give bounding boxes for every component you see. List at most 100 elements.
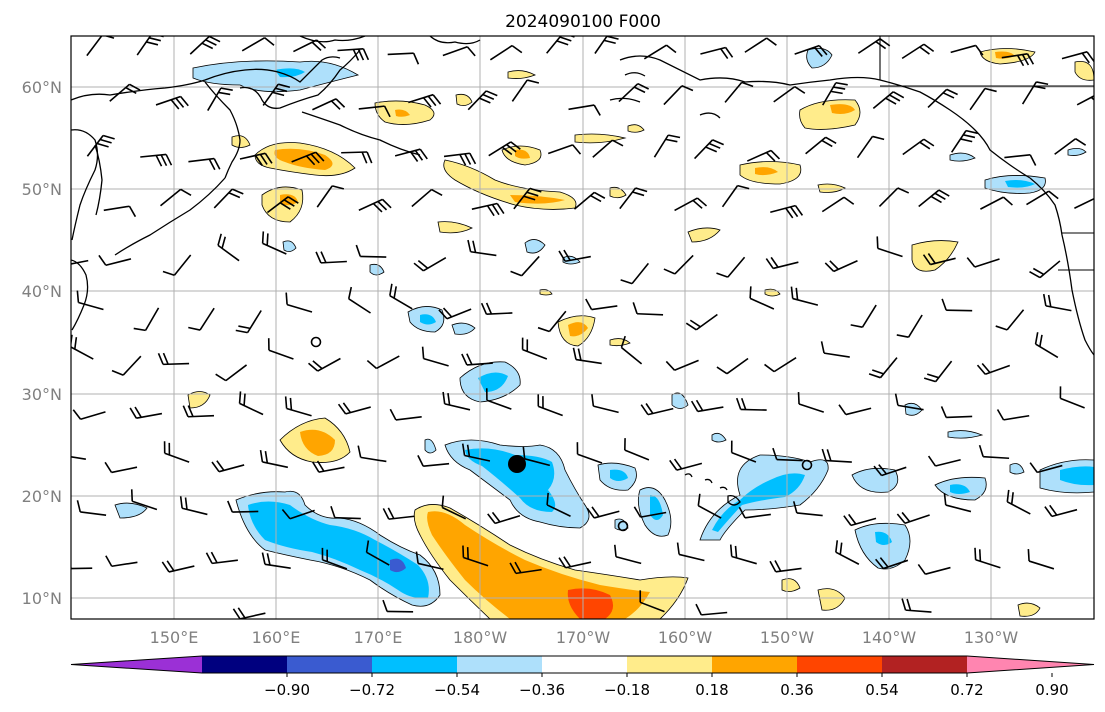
- track-markers: [310, 336, 813, 532]
- wind-barb: [155, 95, 189, 110]
- wind-barb: [558, 249, 591, 263]
- wind-barb: [894, 393, 924, 411]
- wind-barb: [1001, 53, 1035, 67]
- wind-barb: [513, 187, 542, 210]
- wind-barb: [130, 489, 158, 511]
- wind-barb: [978, 444, 1010, 460]
- wind-barb: [721, 184, 750, 208]
- shade-neg-mid-1: [524, 239, 546, 254]
- wind-barb: [1042, 293, 1072, 312]
- colorbar-extend-low: [71, 656, 202, 673]
- wind-barb: [878, 187, 910, 208]
- wind-barb: [969, 87, 997, 111]
- wind-barb: [1027, 549, 1055, 570]
- wind-barb: [281, 508, 315, 520]
- colorbar-tick-label: 0.72: [950, 681, 983, 699]
- wind-barb: [674, 197, 708, 212]
- colorbar-segment: [287, 656, 373, 673]
- wind-barb: [337, 402, 371, 415]
- shade-pos-o-core: [300, 429, 335, 456]
- coast-asia-north: [71, 56, 341, 101]
- wind-barb: [772, 447, 803, 462]
- lat-label-50n: 50°N: [22, 180, 62, 199]
- wind-barb: [129, 406, 163, 419]
- wind-barb: [285, 292, 313, 313]
- wind-barb: [1061, 51, 1094, 64]
- wind-barb: [665, 359, 699, 371]
- wind-barb: [86, 134, 115, 157]
- shade-neg-far-east-core: [1060, 466, 1094, 486]
- wind-barb: [509, 561, 542, 575]
- wind-barb: [585, 298, 618, 311]
- shade-neg-gulf: [949, 152, 976, 162]
- wind-barb: [293, 39, 327, 53]
- shade-neg-sw-darkest: [390, 558, 406, 573]
- wind-barb: [765, 256, 799, 270]
- wind-barb: [902, 138, 935, 156]
- wind-barb: [311, 460, 345, 473]
- wind-barb: [443, 152, 477, 166]
- wind-barb: [868, 357, 898, 379]
- shade-neg-se-core: [875, 531, 892, 545]
- wind-barb: [337, 48, 370, 61]
- wind-barb: [653, 134, 681, 158]
- lon-label-180w: 180°W: [453, 628, 508, 647]
- wind-barb: [462, 545, 489, 567]
- wind-barb: [461, 353, 493, 366]
- wind-barb: [918, 189, 950, 208]
- political-boundaries: [879, 36, 1094, 271]
- colorbar-outline: [70, 655, 1095, 674]
- coast-hawaii: [684, 473, 741, 506]
- wind-barb: [291, 151, 325, 166]
- shade-neg-aleutian-core: [275, 68, 305, 78]
- wind-barb: [438, 307, 472, 320]
- wind-barb: [738, 506, 771, 519]
- wind-barb: [624, 438, 650, 461]
- wind-barb: [950, 44, 984, 56]
- wind-barb: [188, 157, 221, 171]
- lat-label-60n: 60°N: [22, 78, 62, 97]
- wind-barb: [157, 352, 190, 366]
- wind-barb: [729, 544, 757, 565]
- wind-barb: [413, 257, 447, 272]
- wind-barb: [693, 139, 724, 160]
- wind-barb: [700, 46, 734, 60]
- wind-barb: [632, 302, 664, 316]
- coast-alaska-north: [299, 36, 366, 43]
- wind-barb: [471, 202, 505, 217]
- coast-japan: [71, 259, 89, 331]
- wind-barb: [421, 346, 449, 367]
- wind-barb: [489, 44, 523, 61]
- wind-barb: [896, 314, 923, 338]
- wind-barb: [790, 286, 819, 306]
- wind-barb: [341, 151, 373, 164]
- wind-barb: [161, 560, 195, 573]
- lon-label-160e: 160°E: [252, 628, 301, 647]
- shade-neg-sw-core: [248, 501, 429, 599]
- shade-pos-f-core: [755, 167, 778, 176]
- shade-pos-se-3: [1017, 602, 1041, 617]
- wind-barb: [873, 464, 907, 477]
- wind-barb: [716, 357, 749, 375]
- shade-neg-425n-core: [610, 469, 628, 481]
- shade-pos-small-e: [609, 338, 631, 347]
- coast-kamchatka: [204, 81, 241, 179]
- graticule: [71, 36, 1094, 619]
- colorbar-segment: [797, 656, 883, 673]
- wind-barb: [1026, 190, 1059, 206]
- shade-neg-35n-core: [420, 314, 436, 325]
- wind-barb: [822, 81, 848, 106]
- shade-neg-se-3-core: [950, 484, 970, 494]
- shade-neg-small-d: [711, 432, 727, 443]
- wind-barb: [188, 307, 215, 331]
- shade-neg-small-a: [947, 430, 984, 439]
- wind-barb: [415, 551, 444, 571]
- wind-barb: [917, 563, 951, 575]
- colorbar-tick-label: 0.18: [695, 681, 728, 699]
- wind-barb: [365, 540, 390, 566]
- coastlines: [71, 36, 1094, 506]
- shade-pos-i: [911, 240, 959, 272]
- wind-barb: [163, 441, 190, 463]
- wind-barb: [160, 188, 192, 207]
- wind-barb: [215, 364, 248, 382]
